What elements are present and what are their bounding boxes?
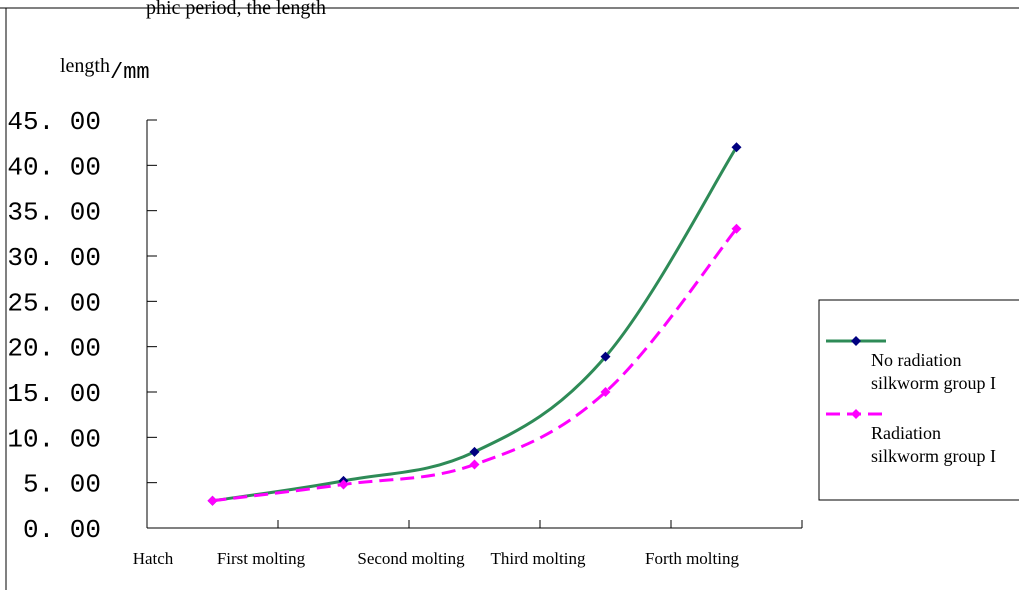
series-line-1 xyxy=(212,146,738,503)
data-point-marker xyxy=(469,446,480,457)
y-tick-label: 30. 00 xyxy=(7,243,101,273)
y-axis-label: length xyxy=(60,55,110,77)
legend-label: No radiation xyxy=(871,350,961,370)
series-layer xyxy=(207,142,742,506)
legend-box xyxy=(818,299,1019,501)
y-tick-label: 20. 00 xyxy=(7,334,101,364)
data-point-marker xyxy=(600,387,611,397)
x-tick-label: Third molting xyxy=(491,549,586,568)
x-tick-label: Second molting xyxy=(357,549,465,568)
data-point-marker xyxy=(731,142,742,153)
legend-label: Radiation xyxy=(871,423,941,443)
data-point-marker xyxy=(338,479,349,490)
y-tick-label: 15. 00 xyxy=(7,379,101,409)
y-tick-label: 45. 00 xyxy=(7,107,101,137)
y-tick-label: 0. 00 xyxy=(23,515,101,545)
legend-label: silkworm group I xyxy=(871,373,996,393)
x-axis-ticks: Hatch First molting Second molting Third mo… xyxy=(133,520,803,568)
data-point-marker xyxy=(600,351,611,362)
legend-swatch-marker xyxy=(851,336,861,346)
legend-label: silkworm group I xyxy=(871,446,996,466)
series-line-2 xyxy=(212,227,738,503)
y-tick-label: 10. 00 xyxy=(7,424,101,454)
legend-swatch-marker xyxy=(851,409,861,419)
y-tick-label: 35. 00 xyxy=(7,198,101,228)
y-axis-unit: /mm xyxy=(110,60,150,85)
legend: No radiation silkworm group I Radiation sil… xyxy=(818,299,1019,501)
x-tick-label: First molting xyxy=(217,549,306,568)
x-tick-label: Forth molting xyxy=(645,549,739,568)
header-text-fragment: phic period, the length xyxy=(146,0,326,19)
y-axis-ticks: 0. 00 5. 00 10. 00 15. 00 20. 00 25. 00 30. 00… xyxy=(7,107,157,545)
data-point-marker xyxy=(731,223,742,234)
y-tick-label: 5. 00 xyxy=(23,470,101,500)
y-tick-label: 40. 00 xyxy=(7,152,101,182)
data-point-marker xyxy=(207,495,218,506)
y-axis-title: length/mm xyxy=(60,55,150,85)
data-point-marker xyxy=(469,459,480,470)
y-tick-label: 25. 00 xyxy=(7,288,101,318)
x-tick-label: Hatch xyxy=(133,549,174,568)
